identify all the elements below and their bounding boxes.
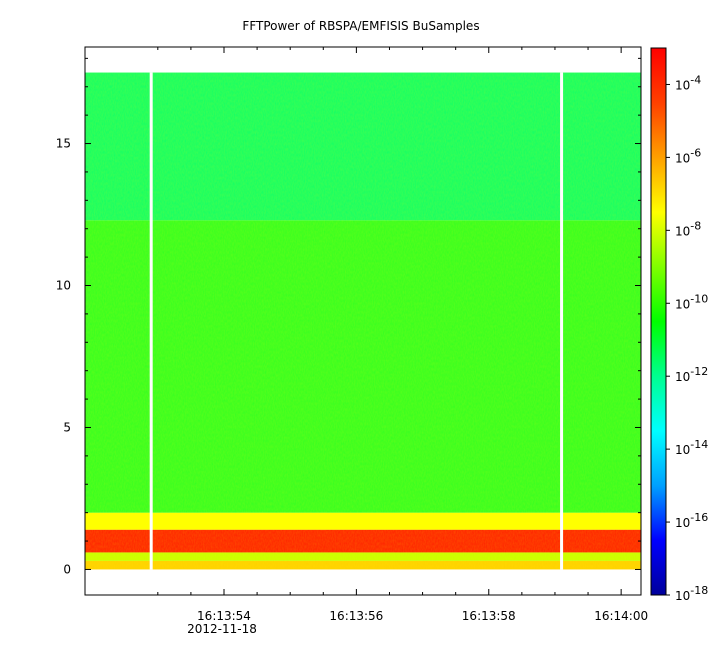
x-tick-label: 16:13:54 bbox=[197, 609, 251, 623]
colorbar-tick-label: 10-4 bbox=[675, 73, 701, 92]
y-tick-label: 15 bbox=[56, 137, 71, 151]
colorbar-tick-label: 10-18 bbox=[675, 584, 708, 603]
colorbar-tick-label: 10-16 bbox=[675, 511, 708, 530]
spectrogram-band-texture-5 bbox=[85, 72, 641, 221]
x-tick-label: 16:13:58 bbox=[462, 609, 516, 623]
spectrogram-band-texture-0 bbox=[85, 560, 641, 570]
spectrogram-bands bbox=[85, 72, 641, 570]
y-tick-label: 10 bbox=[56, 279, 71, 293]
colorbar-tick-label: 10-6 bbox=[675, 146, 701, 165]
colorbar-ticks: 10-4 10-6 10-8 10-10 10-12 10-14 10-16 10-18 bbox=[666, 73, 708, 603]
spectrogram-band-texture-3 bbox=[85, 512, 641, 530]
y-tick-label: 5 bbox=[63, 420, 71, 434]
x-axis: 16:13:54 16:13:56 16:13:58 16:14:00 bbox=[157, 47, 648, 623]
data-gap-1 bbox=[560, 72, 564, 570]
y-axis: 0 5 10 15 bbox=[56, 57, 641, 576]
colorbar-tick-label: 10-10 bbox=[675, 292, 708, 311]
plot-frame bbox=[84, 46, 642, 596]
x-date-label: 2012-11-18 bbox=[187, 622, 257, 636]
chart-title: FFTPower of RBSPA/EMFISIS BuSamples bbox=[242, 19, 479, 33]
plot-area bbox=[85, 47, 641, 595]
colorbar-tick-label: 10-8 bbox=[675, 219, 701, 238]
data-gap-0 bbox=[149, 72, 153, 570]
colorbar-tick-label: 10-12 bbox=[675, 365, 708, 384]
colorbar-strip bbox=[650, 47, 667, 596]
data-gaps bbox=[149, 72, 564, 570]
x-tick-label: 16:14:00 bbox=[594, 609, 648, 623]
colorbar: 10-4 10-6 10-8 10-10 10-12 10-14 10-16 10-18 bbox=[650, 47, 708, 603]
spectrogram-band-texture-4 bbox=[85, 220, 641, 513]
x-tick-label: 16:13:56 bbox=[329, 609, 383, 623]
colorbar-tick-label: 10-14 bbox=[675, 438, 708, 457]
spectrogram-band-texture-2 bbox=[85, 529, 641, 553]
spectrogram-band-texture-1 bbox=[85, 552, 641, 561]
y-tick-label: 0 bbox=[63, 562, 71, 576]
